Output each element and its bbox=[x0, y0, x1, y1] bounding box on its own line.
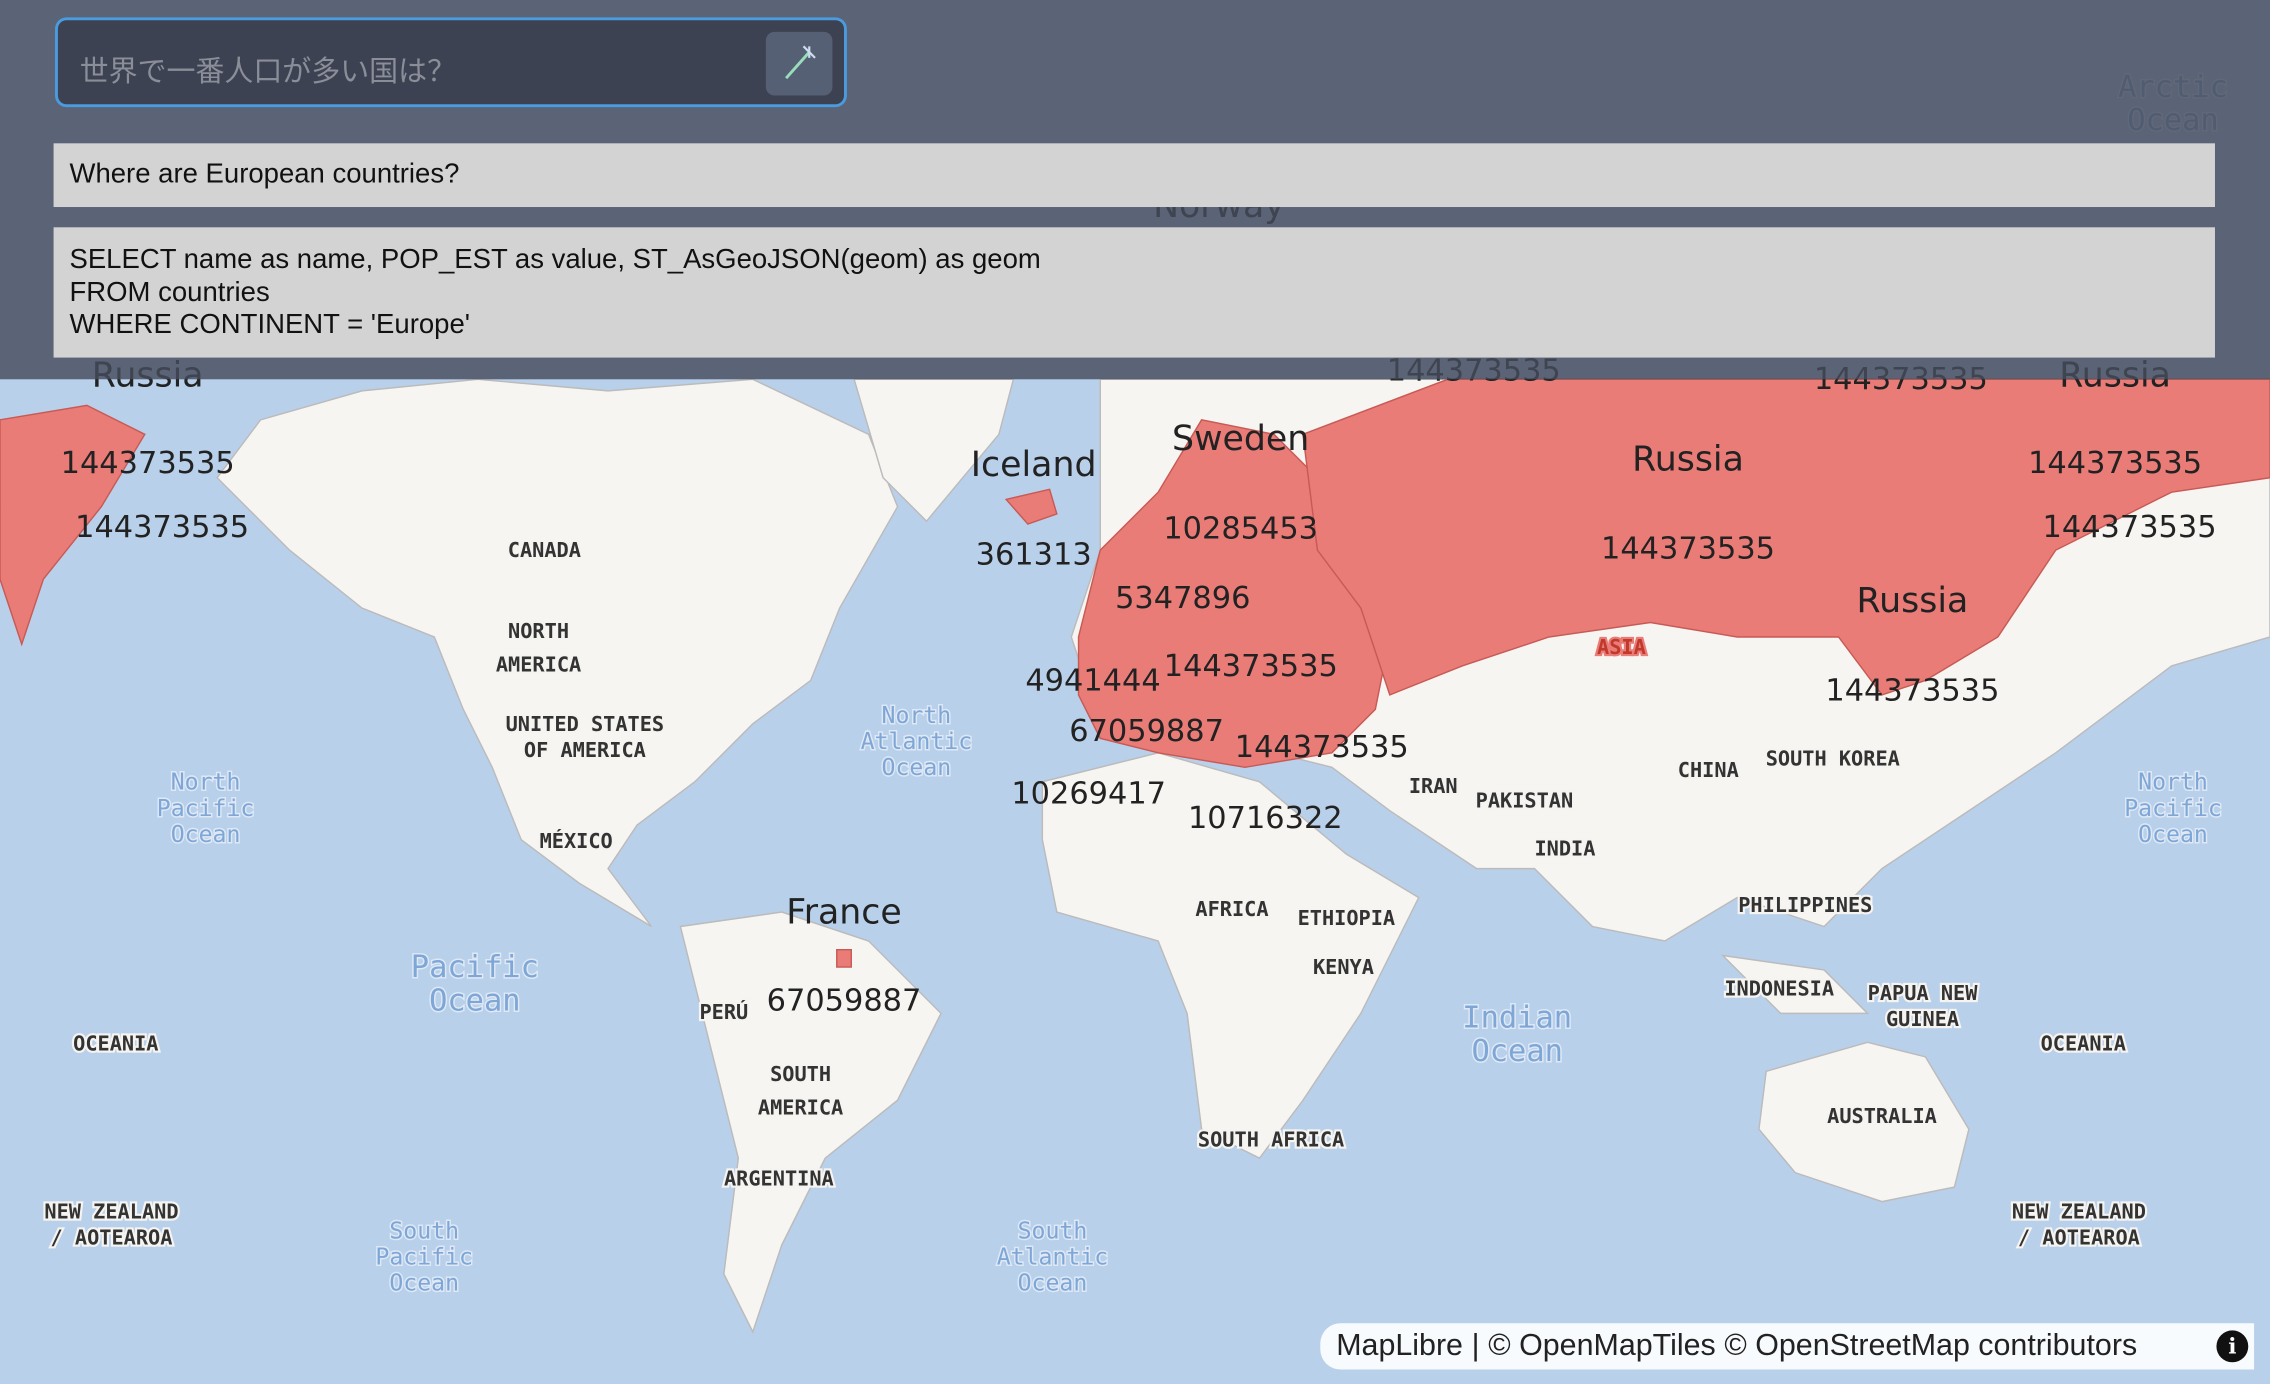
attribution-link[interactable]: MapLibre bbox=[1336, 1328, 1463, 1363]
population-label: 10285453 bbox=[1163, 511, 1318, 546]
place-label: PHILIPPINES bbox=[1738, 893, 1872, 917]
ocean-label: South bbox=[389, 1218, 459, 1244]
population-label: 10269417 bbox=[1011, 776, 1166, 811]
population-label: 144373535 bbox=[1825, 674, 1999, 709]
ocean-label: North bbox=[882, 703, 952, 729]
population-label: 5347896 bbox=[1115, 581, 1250, 616]
place-label: ETHIOPIA bbox=[1298, 906, 1396, 930]
ocean-label: Ocean bbox=[2138, 822, 2208, 848]
place-label: KENYA bbox=[1313, 955, 1374, 979]
info-button[interactable]: i bbox=[2216, 1330, 2249, 1363]
place-label: PAPUA NEW bbox=[1868, 981, 1979, 1005]
ocean-label: Pacific bbox=[157, 796, 255, 822]
population-label: 361313 bbox=[976, 537, 1092, 572]
place-label: SOUTH AFRICA bbox=[1198, 1127, 1344, 1151]
place-label: AMERICA bbox=[496, 652, 581, 676]
attribution: MapLibre | © OpenMapTiles © OpenStreetMap c… bbox=[1320, 1323, 2255, 1370]
highlighted-countries[interactable] bbox=[0, 378, 2270, 968]
ocean-label: Ocean bbox=[1018, 1271, 1088, 1297]
ocean-label: Ocean bbox=[389, 1271, 459, 1297]
separator: | bbox=[1471, 1328, 1480, 1363]
country-name: Russia bbox=[1857, 581, 1969, 621]
place-label: IRAN bbox=[1409, 774, 1458, 798]
wand-icon bbox=[785, 45, 816, 80]
ocean-label: Indian bbox=[1462, 1001, 1572, 1036]
place-label: / AOTEAROA bbox=[2018, 1226, 2140, 1250]
place-label: NORTH bbox=[508, 619, 569, 643]
place-label: INDIA bbox=[1534, 836, 1595, 860]
population-label: 144373535 bbox=[1601, 532, 1775, 567]
population-label: 67059887 bbox=[767, 983, 922, 1018]
ocean-label: Atlantic bbox=[997, 1245, 1109, 1271]
ocean-label: North bbox=[2138, 770, 2208, 796]
ocean-label: South bbox=[1018, 1218, 1088, 1244]
population-label: 10716322 bbox=[1188, 801, 1343, 836]
place-label: SOUTH KOREA bbox=[1766, 747, 1900, 771]
population-label: 144373535 bbox=[61, 446, 235, 481]
sql: SELECT name as name, POP_EST as value, S… bbox=[53, 227, 2215, 358]
ocean-label: Pacific bbox=[2124, 796, 2222, 822]
place-label: OCEANIA bbox=[2041, 1032, 2126, 1056]
country-name: Iceland bbox=[971, 445, 1097, 485]
question: Where are European countries? bbox=[53, 143, 2215, 208]
population-label: 144373535 bbox=[2028, 446, 2202, 481]
ocean-label: Ocean bbox=[429, 983, 520, 1018]
country-name: Sweden bbox=[1172, 419, 1309, 459]
country-name: Russia bbox=[1632, 439, 1744, 479]
population-label: 67059887 bbox=[1069, 714, 1224, 749]
population-label: 144373535 bbox=[1164, 649, 1338, 684]
place-label: UNITED STATES bbox=[506, 712, 664, 736]
place-label: ASIA bbox=[1597, 635, 1646, 659]
ocean-label: North bbox=[171, 770, 241, 796]
ocean-label: Ocean bbox=[882, 755, 952, 781]
search-input[interactable]: 世界で一番人口が多い国は？ bbox=[55, 17, 847, 108]
sql-line: FROM countries bbox=[69, 277, 270, 308]
place-label: MÉXICO bbox=[540, 829, 613, 853]
place-label: NEW ZEALAND bbox=[44, 1200, 178, 1224]
query-panel: 世界で一番人口が多い国は？ Where are European countri… bbox=[0, 0, 2270, 380]
place-label: INDONESIA bbox=[1724, 977, 1834, 1001]
place-label: ARGENTINA bbox=[724, 1166, 834, 1190]
sql-line: WHERE CONTINENT = 'Europe' bbox=[69, 309, 471, 341]
attribution-link[interactable]: © OpenMapTiles bbox=[1488, 1328, 1716, 1363]
place-label: CHINA bbox=[1678, 758, 1739, 782]
place-label: PAKISTAN bbox=[1476, 789, 1574, 813]
ocean-label: Pacific bbox=[375, 1245, 473, 1271]
place-label: NEW ZEALAND bbox=[2012, 1200, 2146, 1224]
ocean-label: Ocean bbox=[171, 822, 241, 848]
population-label: 4941444 bbox=[1025, 663, 1160, 698]
submit-button[interactable] bbox=[765, 31, 833, 96]
place-label: AMERICA bbox=[758, 1095, 843, 1119]
place-label: / AOTEAROA bbox=[51, 1226, 173, 1250]
place-label: GUINEA bbox=[1886, 1007, 1959, 1031]
place-label: CANADA bbox=[508, 538, 581, 562]
placeholder: 世界で一番人口が多い国は？ bbox=[79, 56, 457, 89]
ocean-label: Ocean bbox=[1471, 1034, 1562, 1069]
place-label: PERÚ bbox=[699, 1000, 748, 1024]
place-label: OF AMERICA bbox=[524, 738, 646, 762]
place-label: AFRICA bbox=[1195, 897, 1268, 921]
sql-line: SELECT name as name, POP_EST as value, S… bbox=[69, 244, 1041, 276]
place-label: SOUTH bbox=[770, 1062, 831, 1086]
population-label: 144373535 bbox=[75, 510, 249, 545]
ocean-label: Atlantic bbox=[861, 729, 973, 755]
ocean-label: Pacific bbox=[411, 950, 539, 985]
place-label: AUSTRALIA bbox=[1827, 1104, 1937, 1128]
place-label: OCEANIA bbox=[73, 1032, 158, 1056]
population-label: 144373535 bbox=[1235, 730, 1409, 765]
attribution-link[interactable]: © OpenStreetMap contributors bbox=[1724, 1328, 2138, 1363]
population-label: 144373535 bbox=[2043, 510, 2217, 545]
country-name: France bbox=[786, 892, 902, 932]
